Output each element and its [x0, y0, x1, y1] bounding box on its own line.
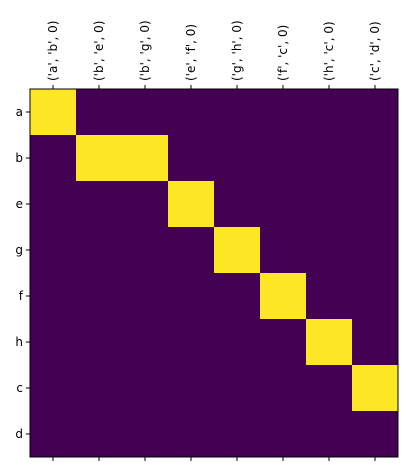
y-tick-label: h — [15, 335, 23, 349]
heatmap-cell — [30, 227, 77, 274]
heatmap-cell — [122, 319, 169, 366]
heatmap-cell — [76, 411, 123, 458]
heatmap-cell — [352, 273, 399, 320]
heatmap-cells — [30, 89, 399, 458]
heatmap-cell — [76, 365, 123, 412]
tick-labels: ('a', 'b', 0) ('b', 'e', 0) ('b', 'g', 0) (… — [15, 20, 382, 441]
x-tick-label: ('g', 'h', 0) — [230, 20, 244, 81]
heatmap-cell — [30, 181, 77, 228]
heatmap-cell — [168, 319, 215, 366]
x-tick-label: ('e', 'f', 0) — [184, 24, 198, 81]
heatmap-cell — [122, 181, 169, 228]
heatmap-cell — [122, 273, 169, 320]
heatmap-cell — [168, 365, 215, 412]
plot-frame — [29, 88, 399, 458]
y-tick-label: g — [15, 243, 23, 257]
heatmap-cell — [168, 227, 215, 274]
heatmap-cell — [214, 273, 261, 320]
y-tick-label: b — [15, 151, 23, 165]
heatmap-cell — [168, 273, 215, 320]
x-tick-label: ('b', 'e', 0) — [92, 21, 106, 81]
heatmap-cell — [352, 365, 399, 412]
heatmap-cell — [168, 411, 215, 458]
heatmap-cell — [214, 135, 261, 182]
heatmap-cell — [30, 89, 77, 136]
heatmap-cell — [260, 135, 307, 182]
heatmap-cell — [122, 365, 169, 412]
heatmap-cell — [352, 135, 399, 182]
y-tick-label: f — [19, 289, 24, 303]
heatmap-cell — [214, 227, 261, 274]
heatmap-cell — [306, 273, 353, 320]
heatmap-cell — [76, 135, 123, 182]
heatmap-cell — [30, 411, 77, 458]
heatmap-cell — [306, 89, 353, 136]
heatmap-cell — [352, 227, 399, 274]
heatmap-cell — [122, 411, 169, 458]
heatmap-cell — [306, 365, 353, 412]
x-tick-label: ('b', 'g', 0) — [138, 20, 152, 81]
x-tick-label: ('h', 'c', 0) — [322, 21, 336, 81]
heatmap-cell — [352, 181, 399, 228]
y-tick-label: d — [15, 427, 23, 441]
heatmap-cell — [214, 89, 261, 136]
heatmap-cell — [260, 319, 307, 366]
heatmap-cell — [30, 365, 77, 412]
heatmap-cell — [168, 89, 215, 136]
y-tick-label: e — [16, 197, 23, 211]
heatmap-cell — [76, 319, 123, 366]
heatmap-cell — [168, 181, 215, 228]
heatmap-cell — [306, 135, 353, 182]
heatmap-cell — [168, 135, 215, 182]
heatmap-cell — [76, 181, 123, 228]
heatmap-cell — [352, 89, 399, 136]
heatmap-cell — [30, 273, 77, 320]
heatmap-cell — [260, 89, 307, 136]
heatmap-cell — [260, 365, 307, 412]
heatmap-cell — [122, 89, 169, 136]
heatmap-cell — [30, 135, 77, 182]
y-tick-label: c — [16, 381, 23, 395]
x-tick-label: ('f', 'c', 0) — [276, 25, 290, 81]
heatmap-cell — [76, 89, 123, 136]
heatmap-cell — [214, 411, 261, 458]
heatmap-cell — [306, 181, 353, 228]
y-tick-label: a — [16, 105, 23, 119]
heatmap-cell — [214, 181, 261, 228]
x-tick-label: ('c', 'd', 0) — [368, 21, 382, 81]
heatmap-cell — [214, 365, 261, 412]
heatmap-cell — [306, 227, 353, 274]
heatmap-cell — [122, 135, 169, 182]
heatmap-cell — [260, 411, 307, 458]
heatmap-cell — [76, 227, 123, 274]
heatmap-cell — [30, 319, 77, 366]
heatmap-cell — [260, 227, 307, 274]
heatmap-cell — [306, 411, 353, 458]
heatmap-cell — [352, 411, 399, 458]
x-tick-label: ('a', 'b', 0) — [46, 21, 60, 81]
heatmap-cell — [76, 273, 123, 320]
heatmap-cell — [122, 227, 169, 274]
axis-ticks — [26, 85, 376, 461]
heatmap-cell — [260, 181, 307, 228]
heatmap-cell — [352, 319, 399, 366]
heatmap-cell — [306, 319, 353, 366]
heatmap-cell — [260, 273, 307, 320]
heatmap-cell — [214, 319, 261, 366]
